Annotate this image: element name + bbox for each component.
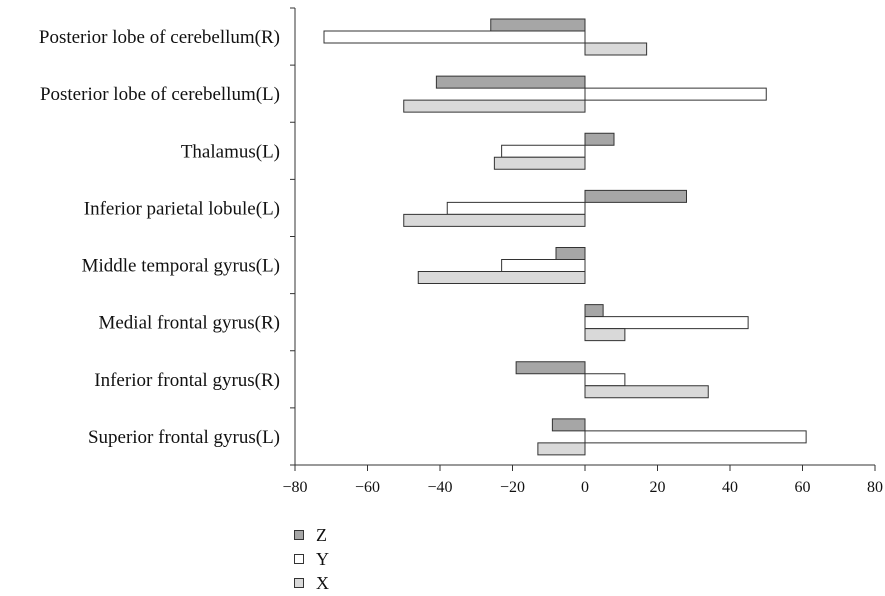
legend-item-y: Y: [294, 547, 329, 571]
bar-z-5: [584, 304, 604, 318]
bar-z-4: [555, 247, 586, 260]
x-tick-label: 60: [795, 479, 811, 496]
bar-x-3: [403, 213, 586, 227]
bar-y-4: [501, 259, 586, 272]
bar-y-6: [584, 373, 626, 387]
y-axis: [290, 7, 296, 466]
bar-z-7: [551, 418, 586, 432]
bar-z-6: [515, 361, 586, 375]
bar-y-3: [446, 201, 586, 215]
bar-chart: −80 −60 −40 −20 0 20 40 60 80 Posterior lobe of …: [39, 7, 883, 496]
x-axis: −80 −60 −40 −20 0 20 40 60 80: [282, 464, 883, 496]
category-label: Medial frontal gyrus(R): [98, 313, 280, 334]
bar-y-5: [584, 316, 749, 330]
category-labels: Posterior lobe of cerebellum(R) Posterior…: [39, 27, 280, 448]
legend-item-x: X: [294, 571, 329, 595]
x-tick-label: 40: [722, 479, 738, 496]
bar-y-0: [323, 30, 586, 44]
legend-label: Z: [316, 524, 327, 545]
bar-x-2: [493, 156, 586, 170]
bar-z-0: [490, 18, 586, 32]
legend-swatch: [294, 578, 304, 588]
bar-x-6: [584, 385, 709, 399]
x-tick-label: 20: [650, 479, 666, 496]
legend-swatch: [294, 554, 304, 564]
bar-x-4: [417, 271, 586, 284]
bar-y-7: [584, 430, 807, 444]
bar-y-2: [501, 144, 586, 158]
x-tick-label: −60: [355, 479, 380, 496]
category-label: Middle temporal gyrus(L): [82, 256, 280, 277]
category-label: Inferior frontal gyrus(R): [94, 370, 280, 391]
bar-y-1: [584, 87, 767, 101]
bar-x-7: [537, 442, 586, 456]
x-tick-label: −20: [500, 479, 525, 496]
bar-x-0: [584, 42, 648, 56]
bars-group: [323, 18, 807, 456]
x-tick-label: −80: [282, 479, 307, 496]
x-tick-label: −40: [427, 479, 452, 496]
category-label: Thalamus(L): [181, 141, 280, 162]
legend-label: X: [316, 572, 329, 593]
bar-z-1: [435, 75, 586, 89]
legend-item-z: Z: [294, 523, 329, 547]
legend-label: Y: [316, 548, 329, 569]
bar-x-1: [403, 99, 586, 113]
x-tick-label: 0: [581, 479, 589, 496]
category-label: Posterior lobe of cerebellum(L): [40, 84, 280, 105]
legend-swatch: [294, 530, 304, 540]
bar-z-3: [584, 189, 687, 203]
bar-x-5: [584, 328, 626, 342]
bar-z-2: [584, 132, 615, 146]
category-label: Posterior lobe of cerebellum(R): [39, 27, 280, 48]
category-label: Superior frontal gyrus(L): [88, 427, 280, 448]
category-label: Inferior parietal lobule(L): [84, 198, 280, 219]
x-tick-label: 80: [867, 479, 883, 496]
